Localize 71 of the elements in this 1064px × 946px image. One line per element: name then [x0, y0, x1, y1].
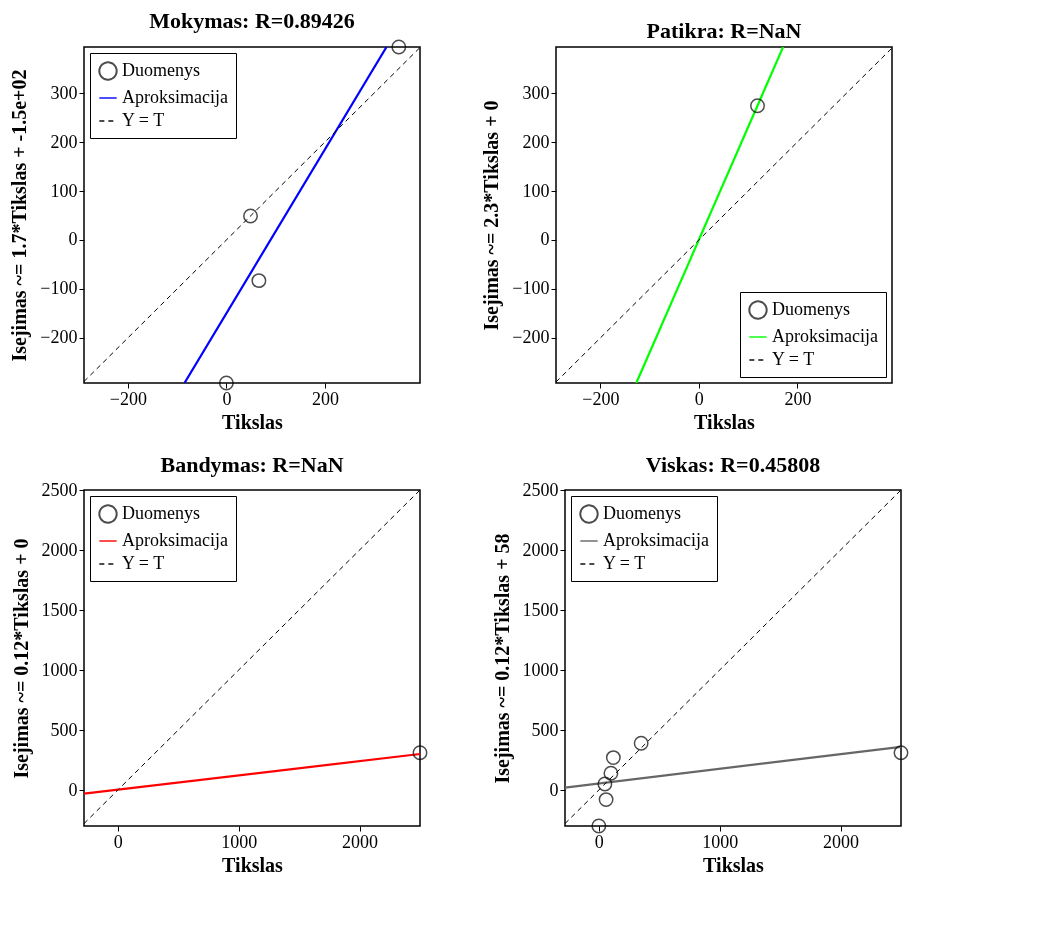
y-tick-label: −100: [40, 278, 78, 299]
point: [605, 750, 621, 766]
y-tick-label: 1500: [522, 599, 559, 620]
legend-label: Y = T: [603, 553, 646, 573]
y-tick-label: 0: [549, 779, 559, 800]
y-tick-label: 100: [522, 180, 550, 201]
point: [591, 818, 607, 834]
point: [603, 765, 619, 781]
legend-label: Y = T: [122, 110, 165, 130]
chart-title: Viskas: R=0.45808: [645, 452, 821, 477]
y-tick-label: 2000: [41, 539, 78, 560]
x-tick-label: 1000: [702, 831, 739, 852]
x-tick-label: 1000: [221, 831, 258, 852]
point: [633, 735, 649, 751]
point: [598, 792, 614, 808]
legend-label: Aproksimacija: [122, 87, 228, 107]
y-axis-title: Isejimas ~= 1.7*Tikslas + -1.5e+02: [8, 69, 32, 362]
x-tick-label: 2000: [342, 831, 379, 852]
x-tick-label: 0: [594, 831, 604, 852]
x-axis-title: Tikslas: [222, 410, 284, 433]
legend-label: Duomenys: [772, 299, 850, 319]
x-axis-title: Tikslas: [694, 410, 756, 433]
y-tick-label: 200: [522, 131, 550, 152]
point: [251, 273, 267, 289]
legend-label: Y = T: [122, 553, 165, 573]
x-tick-label: −200: [582, 388, 620, 409]
y-axis-title: Isejimas ~= 2.3*Tikslas + 0: [480, 100, 504, 331]
y-tick-label: 0: [68, 779, 78, 800]
y-tick-label: 2000: [522, 539, 559, 560]
y-tick-label: 200: [50, 131, 78, 152]
y-tick-label: −200: [512, 327, 550, 348]
point: [391, 39, 407, 55]
y-tick-label: 2500: [522, 479, 559, 500]
x-tick-label: 0: [694, 388, 704, 409]
point: [597, 776, 613, 792]
point: [218, 375, 234, 391]
y-tick-label: 500: [531, 719, 559, 740]
y-tick-label: 1000: [522, 659, 559, 680]
legend-label: Aproksimacija: [603, 530, 709, 550]
legend-label: Duomenys: [122, 503, 200, 523]
y-tick-label: 300: [50, 82, 78, 103]
x-tick-label: 2000: [823, 831, 860, 852]
y-tick-label: 300: [522, 82, 550, 103]
y-tick-label: −200: [40, 327, 78, 348]
x-tick-label: 200: [784, 388, 812, 409]
legend-label: Aproksimacija: [122, 530, 228, 550]
chart-title: Mokymas: R=0.89426: [149, 8, 355, 34]
x-tick-label: 0: [113, 831, 123, 852]
y-tick-label: 500: [50, 719, 78, 740]
y-axis-title: Isejimas ~= 0.12*Tikslas + 58: [490, 533, 514, 784]
y-tick-label: 0: [540, 229, 550, 250]
x-tick-label: 0: [222, 388, 232, 409]
chart-title: Bandymas: R=NaN: [160, 452, 344, 477]
y-tick-label: −100: [512, 278, 550, 299]
y-tick-label: 2500: [41, 479, 78, 500]
legend-label: Aproksimacija: [772, 326, 878, 346]
x-axis-title: Tikslas: [222, 853, 284, 876]
chart-title: Patikra: R=NaN: [646, 18, 802, 43]
y-tick-label: 1000: [41, 659, 78, 680]
x-axis-title: Tikslas: [703, 853, 765, 876]
legend-label: Duomenys: [603, 503, 681, 523]
point: [893, 745, 909, 761]
y-tick-label: 1500: [41, 599, 78, 620]
y-axis-title: Isejimas ~= 0.12*Tikslas + 0: [9, 538, 33, 779]
point: [243, 208, 258, 224]
y-tick-label: 100: [50, 180, 78, 201]
x-tick-label: −200: [109, 388, 147, 409]
y-tick-label: 0: [68, 229, 78, 250]
x-tick-label: 200: [311, 388, 339, 409]
legend-label: Y = T: [772, 349, 815, 369]
legend-label: Duomenys: [122, 60, 200, 80]
